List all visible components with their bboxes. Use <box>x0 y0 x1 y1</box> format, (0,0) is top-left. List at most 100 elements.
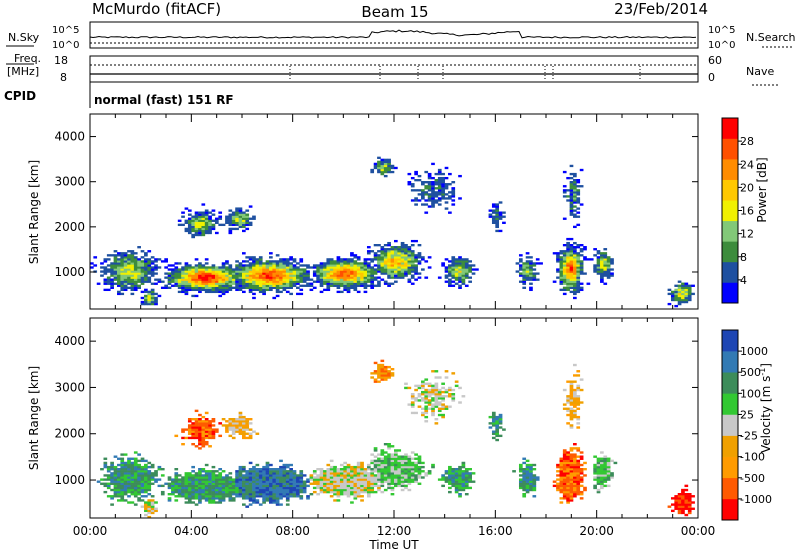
data-cell <box>333 499 337 502</box>
data-cell <box>333 482 337 485</box>
data-cell <box>248 490 253 494</box>
data-cell <box>201 495 206 498</box>
data-cell <box>309 288 314 292</box>
data-cell <box>421 191 425 194</box>
data-cell <box>579 378 584 381</box>
data-cell <box>566 254 570 257</box>
data-cell <box>397 463 402 467</box>
data-cell <box>113 478 118 481</box>
data-cell <box>353 274 358 277</box>
data-cell <box>187 472 192 475</box>
data-cell <box>363 268 368 271</box>
data-cell <box>414 399 418 402</box>
data-cell <box>437 276 442 279</box>
data-cell <box>589 258 594 261</box>
data-cell <box>576 490 581 494</box>
data-cell <box>370 474 375 477</box>
data-cell <box>177 495 182 498</box>
data-cell <box>198 272 202 275</box>
data-cell <box>309 493 314 496</box>
data-cell <box>252 278 256 281</box>
data-cell <box>566 480 570 483</box>
data-cell <box>140 274 145 277</box>
data-cell <box>214 476 219 479</box>
data-cell <box>117 482 121 485</box>
data-cell <box>383 254 388 257</box>
data-cell <box>667 292 672 296</box>
data-cell <box>231 478 236 481</box>
data-cell <box>201 476 206 479</box>
data-cell <box>522 457 527 460</box>
data-cell <box>191 219 196 222</box>
data-cell <box>569 461 574 465</box>
data-cell <box>248 268 253 271</box>
data-cell <box>684 495 689 498</box>
data-cell <box>417 386 422 390</box>
data-cell <box>603 457 608 460</box>
data-cell <box>144 260 148 263</box>
data-cell <box>464 474 469 477</box>
data-cell <box>103 258 108 261</box>
data-cell <box>387 252 391 255</box>
data-cell <box>245 282 250 285</box>
data-cell <box>208 231 212 235</box>
data-cell <box>123 453 128 456</box>
data-cell <box>326 268 331 271</box>
data-cell <box>221 288 226 292</box>
data-cell <box>464 276 469 279</box>
data-cell <box>211 432 216 435</box>
data-cell <box>258 488 263 492</box>
data-cell <box>117 266 121 269</box>
data-cell <box>154 472 158 475</box>
data-cell <box>366 278 371 281</box>
x-tick-label: 20:00 <box>579 524 614 538</box>
data-cell <box>275 254 280 257</box>
data-cell <box>458 465 462 469</box>
data-cell <box>451 468 456 471</box>
data-cell <box>387 465 391 469</box>
data-cell <box>208 497 212 500</box>
data-cell <box>353 282 358 285</box>
data-cell <box>299 497 304 500</box>
data-cell <box>407 403 412 406</box>
data-cell <box>363 284 368 287</box>
data-cell <box>437 203 442 206</box>
data-cell <box>242 470 246 473</box>
data-cell <box>245 474 250 477</box>
data-cell <box>397 457 402 460</box>
data-cell <box>522 470 527 473</box>
data-cell <box>562 465 567 469</box>
cpid-value: normal (fast) 151 RF <box>94 93 234 107</box>
data-cell <box>110 488 114 492</box>
data-cell <box>424 397 429 400</box>
data-cell <box>265 480 270 483</box>
data-cell <box>204 211 209 214</box>
data-cell <box>562 455 567 458</box>
data-cell <box>350 474 354 477</box>
data-cell <box>454 274 459 277</box>
data-cell <box>221 470 226 473</box>
data-cell <box>380 461 385 465</box>
data-cell <box>579 286 584 289</box>
data-cell <box>120 262 125 265</box>
data-cell <box>559 278 564 281</box>
data-cell <box>144 274 148 277</box>
data-cell <box>353 495 358 498</box>
data-cell <box>113 250 118 253</box>
data-cell <box>373 252 378 255</box>
data-cell <box>150 282 155 285</box>
data-cell <box>120 286 125 289</box>
data-cell <box>606 270 611 273</box>
data-cell <box>583 258 587 261</box>
data-cell <box>326 262 331 265</box>
data-cell <box>579 282 584 285</box>
data-cell <box>677 505 682 508</box>
data-cell <box>231 276 236 279</box>
data-cell <box>221 493 226 496</box>
data-cell <box>448 490 452 494</box>
data-cell <box>225 219 229 222</box>
data-cell <box>269 266 273 269</box>
data-cell <box>262 264 266 267</box>
data-cell <box>573 246 577 249</box>
data-cell <box>242 482 246 485</box>
